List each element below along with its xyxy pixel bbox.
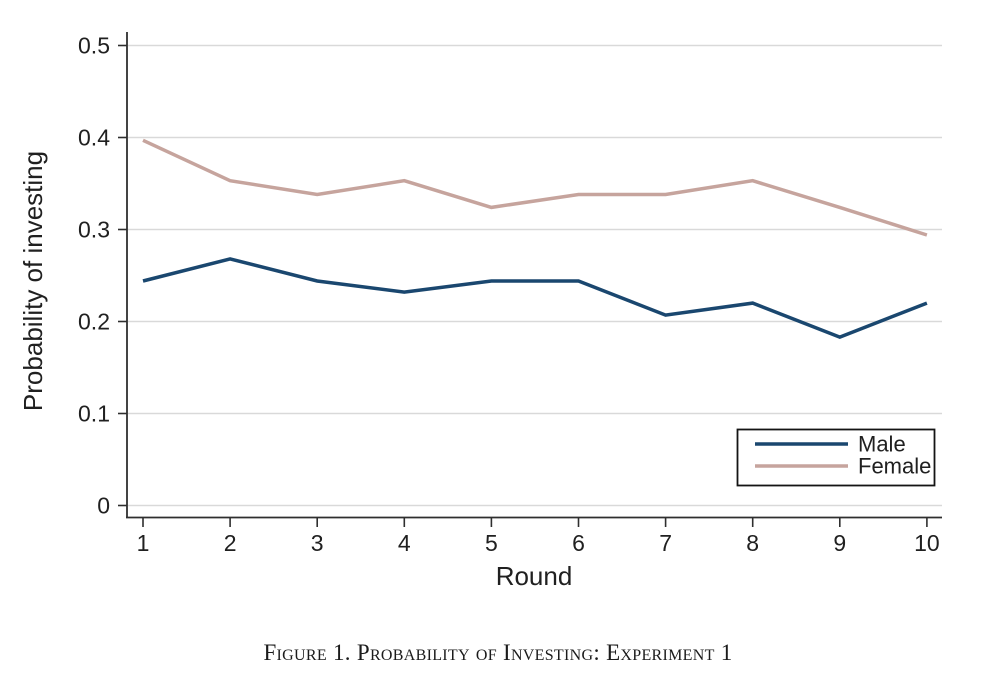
- x-tick-label: 4: [398, 530, 411, 556]
- x-tick-label: 10: [914, 530, 940, 556]
- x-tick-label: 1: [137, 530, 150, 556]
- y-axis-title: Probability of investing: [18, 151, 48, 411]
- x-tick-label: 2: [224, 530, 237, 556]
- legend-label-male: Male: [858, 432, 906, 457]
- x-tick-label: 9: [833, 530, 846, 556]
- male-series-line: [142, 257, 928, 339]
- y-tick-label: 0.3: [78, 217, 110, 243]
- y-tick-label: 0.2: [78, 309, 110, 335]
- x-tick-label: 3: [311, 530, 324, 556]
- y-tick-label: 0.1: [78, 401, 110, 427]
- x-tick-label: 8: [746, 530, 759, 556]
- y-tick-label: 0.5: [78, 33, 110, 59]
- x-axis-title: Round: [496, 561, 573, 591]
- legend-box: [736, 428, 936, 487]
- x-tick-label: 7: [659, 530, 672, 556]
- figure-caption: Figure 1. Probability of Investing: Expe…: [263, 640, 733, 665]
- y-tick-label: 0: [97, 493, 110, 519]
- x-tick-label: 6: [572, 530, 585, 556]
- x-tick-label: 5: [485, 530, 498, 556]
- y-tick-label: 0.4: [78, 125, 110, 151]
- legend-label-female: Female: [858, 454, 931, 479]
- probability-line-chart: 0 0.1 0.2 0.3 0.4 0.5 1 2 3 4 5 6 7 8 9 10 Round Probabil…: [18, 32, 942, 591]
- female-series-line: [142, 138, 928, 237]
